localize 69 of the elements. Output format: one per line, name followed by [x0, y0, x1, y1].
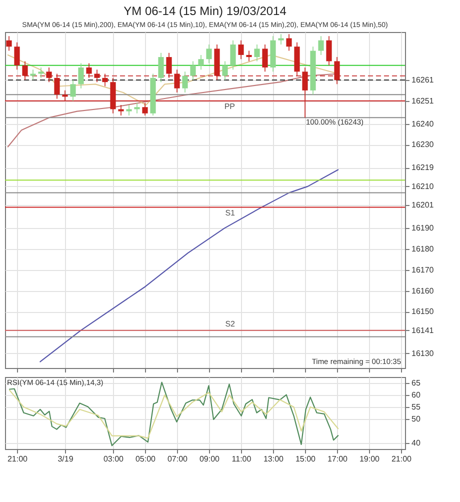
candlestick: [318, 36, 324, 56]
candlestick: [174, 69, 180, 93]
y-tick-label: 16210: [412, 182, 434, 191]
candlestick: [118, 104, 124, 116]
candlestick: [166, 52, 172, 78]
line-series: [8, 390, 339, 439]
x-tick-label: 3/19: [58, 454, 74, 464]
candlestick: [222, 60, 228, 80]
candlestick: [46, 67, 52, 82]
y-tick-label: 60: [412, 390, 421, 400]
candlestick: [182, 71, 188, 93]
x-tick-label: 21:00: [391, 454, 412, 464]
x-tick-label: 19:00: [359, 454, 380, 464]
candlestick: [334, 56, 340, 85]
y-tick-label: 16150: [412, 307, 434, 316]
y-tick-label: 16190: [412, 224, 434, 233]
y-tick-label: 50: [412, 414, 421, 424]
x-tick-label: 17:00: [327, 454, 348, 464]
candlestick: [86, 62, 92, 78]
candlestick: [102, 73, 108, 87]
y-tick-label: 40: [412, 438, 421, 448]
chart-title: YM 06-14 (15 Min) 19/03/2014: [124, 4, 287, 18]
y-tick-label: 16219: [412, 163, 434, 172]
candlestick: [30, 69, 36, 80]
x-tick-label: 05:00: [135, 454, 156, 464]
y-tick-label: 16240: [412, 119, 434, 128]
candlestick: [38, 67, 44, 78]
x-tick-label: 09:00: [199, 454, 220, 464]
candlestick: [238, 40, 244, 60]
y-tick-label: 16251: [412, 96, 434, 106]
y-tick-label: 16170: [412, 265, 434, 274]
y-tick-label: 16201: [412, 200, 434, 210]
y-tick-label: 16130: [412, 348, 434, 358]
x-tick-label: 13:00: [263, 454, 284, 464]
candlestick: [14, 42, 20, 70]
x-tick-label: 03:00: [103, 454, 124, 464]
candlestick: [22, 60, 28, 80]
candlestick: [190, 60, 196, 80]
ref-line-label: PP: [224, 102, 235, 111]
candlestick: [262, 44, 268, 72]
y-tick-label: 65: [412, 378, 421, 388]
x-tick-label: 07:00: [167, 454, 188, 464]
candlestick: [158, 52, 164, 82]
candlestick: [326, 36, 332, 66]
candlestick: [206, 44, 212, 64]
candlestick: [126, 104, 132, 116]
x-tick-label: 11:00: [232, 454, 252, 464]
candlestick: [230, 40, 236, 70]
y-tick-label: 16230: [412, 140, 434, 150]
candlestick: [6, 36, 12, 52]
candlestick: [78, 62, 84, 89]
y-tick-label: 16160: [412, 286, 434, 296]
line-series: [8, 382, 339, 446]
candlestick: [94, 69, 100, 82]
x-tick-label: 21:00: [7, 454, 28, 464]
y-tick-label: 55: [412, 402, 421, 412]
candlestick: [286, 34, 292, 52]
y-tick-label: 16180: [412, 244, 434, 254]
candlestick: [70, 80, 76, 102]
candlestick: [254, 44, 260, 62]
ref-line-label: S1: [225, 208, 236, 218]
y-tick-label: 16261: [412, 76, 434, 84]
y-tick-label: 16141: [412, 326, 434, 335]
candlestick: [198, 54, 204, 70]
candlestick: [134, 102, 140, 114]
ref-line-label: S2: [225, 319, 236, 328]
x-tick-label: 15:00: [295, 454, 316, 464]
candlestick: [278, 34, 284, 45]
candlestick: [246, 50, 252, 62]
